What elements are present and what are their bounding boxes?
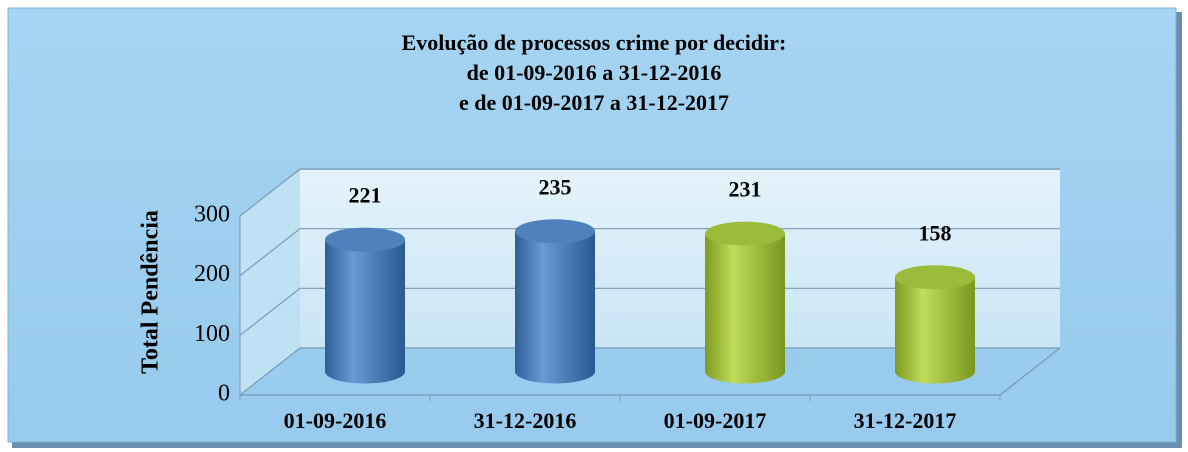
x-tick-label: 31-12-2016 <box>474 408 577 433</box>
chart-title: de 01-09-2016 a 31-12-2016 <box>467 60 722 85</box>
chart-title: e de 01-09-2017 a 31-12-2017 <box>459 90 729 115</box>
x-tick-label: 01-09-2016 <box>284 408 387 433</box>
cylinder <box>895 277 975 384</box>
data-label: 235 <box>539 174 572 199</box>
y-tick-label: 100 <box>194 321 230 347</box>
cylinder <box>515 231 595 384</box>
y-tick-label: 200 <box>194 261 230 287</box>
cylinder <box>705 233 785 384</box>
grid-line <box>239 228 1060 277</box>
data-label: 231 <box>729 177 762 202</box>
cylinder-top <box>705 221 785 246</box>
y-axis-label: Total Pendência <box>138 210 164 374</box>
back-wall <box>300 170 1060 348</box>
data-label: 158 <box>919 220 952 245</box>
y-tick-label: 300 <box>194 202 230 228</box>
grid-line <box>239 287 1060 336</box>
grid-line <box>239 347 1060 396</box>
chart-title: Evolução de processos crime por decidir: <box>402 30 787 55</box>
x-tick-label: 01-09-2017 <box>664 408 767 433</box>
data-label: 221 <box>349 183 382 208</box>
cylinder-top <box>325 227 405 252</box>
cylinder <box>325 239 405 384</box>
x-tick-label: 31-12-2017 <box>854 408 957 433</box>
cylinder-top <box>515 219 595 244</box>
side-wall <box>240 170 300 395</box>
cylinder-top <box>895 265 975 290</box>
grid-line <box>239 168 1060 217</box>
y-tick-label: 0 <box>218 381 230 407</box>
